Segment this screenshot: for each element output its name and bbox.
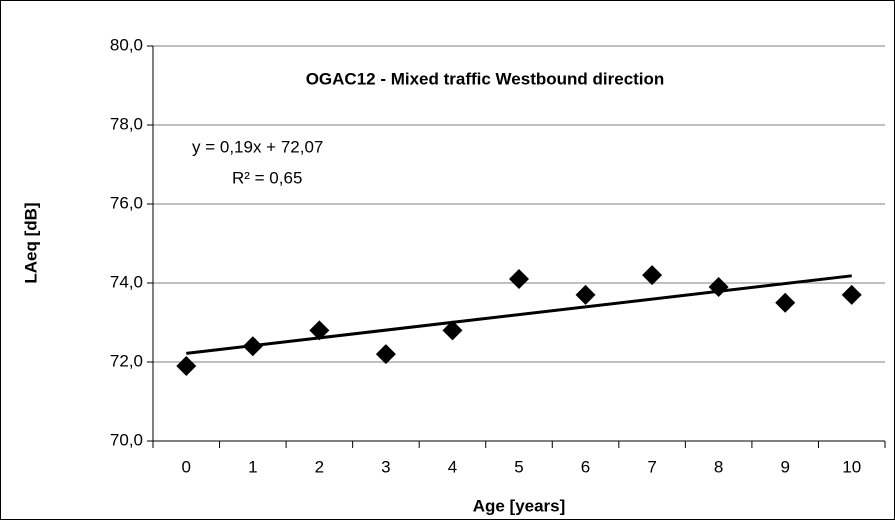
data-point xyxy=(375,344,396,365)
y-axis-label: LAeq [dB] xyxy=(21,202,40,283)
x-tick-label: 0 xyxy=(182,457,191,476)
data-point xyxy=(775,292,796,313)
x-tick-label: 6 xyxy=(581,457,590,476)
x-tick-label: 5 xyxy=(514,457,523,476)
data-point xyxy=(442,320,463,341)
x-axis-label: Age [years] xyxy=(473,496,566,515)
data-point xyxy=(708,276,729,297)
data-point xyxy=(575,284,596,305)
r-squared: R² = 0,65 xyxy=(232,168,302,187)
equation: y = 0,19x + 72,07 xyxy=(192,137,323,156)
trendline xyxy=(186,274,852,355)
y-tick-label: 78,0 xyxy=(110,114,143,133)
x-tick-label: 9 xyxy=(780,457,789,476)
y-tick-label: 74,0 xyxy=(110,272,143,291)
data-point xyxy=(841,284,862,305)
x-tick-label: 8 xyxy=(714,457,723,476)
data-point xyxy=(309,320,330,341)
y-tick-label: 80,0 xyxy=(110,35,143,54)
x-tick-label: 3 xyxy=(381,457,390,476)
data-point xyxy=(509,269,529,290)
x-tick-label: 4 xyxy=(448,457,457,476)
x-tick-label: 1 xyxy=(248,457,257,476)
x-tick-label: 10 xyxy=(842,457,861,476)
chart-title: OGAC12 - Mixed traffic Westbound directi… xyxy=(306,69,665,88)
y-tick-label: 72,0 xyxy=(110,351,143,370)
y-tick-label: 70,0 xyxy=(110,430,143,449)
y-tick-label: 76,0 xyxy=(110,193,143,212)
x-tick-label: 2 xyxy=(315,457,324,476)
x-tick-label: 7 xyxy=(647,457,656,476)
data-point xyxy=(642,265,663,286)
data-point xyxy=(242,336,263,357)
data-point xyxy=(176,355,197,376)
